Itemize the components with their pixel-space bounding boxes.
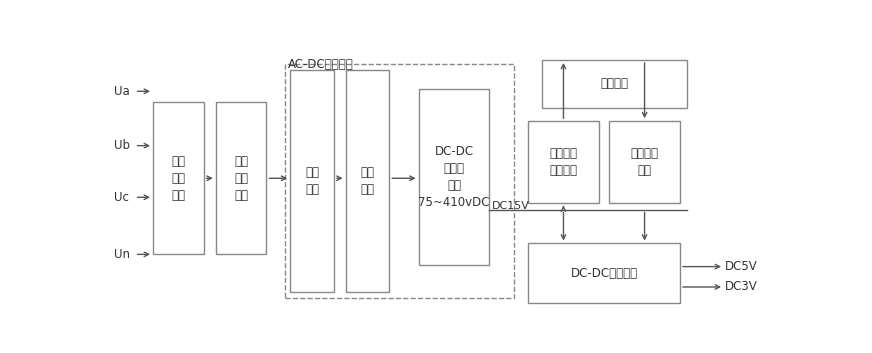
Bar xyxy=(290,70,334,292)
Text: 超级电容: 超级电容 xyxy=(600,77,628,90)
Text: 过压
抑制: 过压 抑制 xyxy=(360,166,374,196)
Bar xyxy=(345,70,390,292)
Text: DC-DC变换模块: DC-DC变换模块 xyxy=(570,267,637,280)
Bar xyxy=(528,244,680,303)
Text: DC3V: DC3V xyxy=(726,281,758,293)
Text: 全波
整流: 全波 整流 xyxy=(305,166,319,196)
Bar xyxy=(153,102,203,255)
Bar xyxy=(609,121,680,203)
Text: 电源
输入
模块: 电源 输入 模块 xyxy=(171,155,185,202)
Bar xyxy=(284,64,514,298)
Text: Uc: Uc xyxy=(114,191,129,204)
Bar xyxy=(542,60,687,108)
Text: DC5V: DC5V xyxy=(726,260,758,273)
Text: 浪涌
保护
模块: 浪涌 保护 模块 xyxy=(234,155,249,202)
Text: DC-DC
输入范
围：
75~410vDC: DC-DC 输入范 围： 75~410vDC xyxy=(419,145,490,209)
Text: 放电管理
模块: 放电管理 模块 xyxy=(630,147,658,177)
Text: Un: Un xyxy=(114,248,131,261)
Bar xyxy=(215,102,267,255)
Text: Ub: Ub xyxy=(114,139,131,152)
Text: DC15V: DC15V xyxy=(492,201,530,211)
Bar xyxy=(419,89,489,265)
Bar xyxy=(528,121,599,203)
Text: AC-DC变换模块: AC-DC变换模块 xyxy=(288,58,354,71)
Text: 快、慢充
管理模块: 快、慢充 管理模块 xyxy=(549,147,577,177)
Text: Ua: Ua xyxy=(114,85,130,98)
